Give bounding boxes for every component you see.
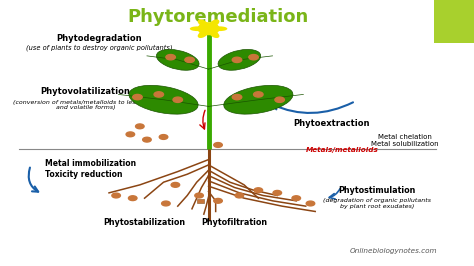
Circle shape bbox=[214, 143, 222, 147]
Circle shape bbox=[171, 182, 180, 187]
Ellipse shape bbox=[224, 85, 293, 114]
Text: Phytostimulation: Phytostimulation bbox=[338, 186, 416, 195]
Circle shape bbox=[254, 188, 263, 193]
Text: (degradation of organic pollutants
by plant root exudates): (degradation of organic pollutants by pl… bbox=[323, 198, 431, 209]
Circle shape bbox=[143, 137, 151, 142]
Text: Phytostabilization: Phytostabilization bbox=[103, 218, 186, 227]
Ellipse shape bbox=[190, 26, 204, 31]
Circle shape bbox=[275, 97, 284, 102]
Text: (conversion of metals/metalloids to less  toxic
and volatile forms): (conversion of metals/metalloids to less… bbox=[13, 100, 158, 110]
Ellipse shape bbox=[198, 19, 208, 27]
Circle shape bbox=[128, 196, 137, 201]
Circle shape bbox=[273, 190, 282, 195]
Text: Onlinebiologynotes.com: Onlinebiologynotes.com bbox=[350, 248, 437, 254]
Circle shape bbox=[173, 97, 182, 102]
Ellipse shape bbox=[198, 31, 208, 38]
Circle shape bbox=[136, 124, 144, 129]
Ellipse shape bbox=[209, 19, 219, 27]
Text: Phytofiltration: Phytofiltration bbox=[201, 218, 268, 227]
Circle shape bbox=[232, 57, 242, 63]
Circle shape bbox=[185, 57, 194, 63]
Circle shape bbox=[235, 193, 244, 198]
Circle shape bbox=[249, 55, 258, 60]
Circle shape bbox=[214, 198, 222, 203]
Circle shape bbox=[126, 132, 135, 137]
Text: Metal immobilization
Toxicity reduction: Metal immobilization Toxicity reduction bbox=[45, 159, 136, 178]
Circle shape bbox=[306, 201, 315, 206]
Circle shape bbox=[198, 23, 219, 35]
Ellipse shape bbox=[218, 49, 261, 70]
Circle shape bbox=[166, 55, 175, 60]
Text: Phytoextraction: Phytoextraction bbox=[293, 119, 370, 128]
Circle shape bbox=[232, 94, 242, 100]
Circle shape bbox=[154, 92, 164, 97]
Circle shape bbox=[133, 94, 142, 100]
Ellipse shape bbox=[156, 49, 199, 70]
Circle shape bbox=[112, 193, 120, 198]
Text: Metal chelation
Metal solubilization: Metal chelation Metal solubilization bbox=[372, 135, 439, 147]
Text: (use of plants to destroy organic pollutants): (use of plants to destroy organic pollut… bbox=[26, 45, 173, 51]
Text: Phytoremediation: Phytoremediation bbox=[128, 8, 309, 26]
Ellipse shape bbox=[213, 26, 228, 31]
Ellipse shape bbox=[129, 85, 198, 114]
Circle shape bbox=[292, 196, 301, 201]
Circle shape bbox=[195, 193, 203, 198]
Text: Phytodegradation: Phytodegradation bbox=[57, 34, 142, 43]
Ellipse shape bbox=[209, 31, 219, 38]
Bar bbox=[434, 0, 474, 43]
Circle shape bbox=[162, 201, 170, 206]
Circle shape bbox=[254, 92, 263, 97]
Bar bbox=[197, 199, 204, 203]
Circle shape bbox=[159, 135, 168, 139]
Text: Phytovolatilization: Phytovolatilization bbox=[40, 87, 130, 96]
Text: Metals/metalloids: Metals/metalloids bbox=[306, 147, 379, 153]
